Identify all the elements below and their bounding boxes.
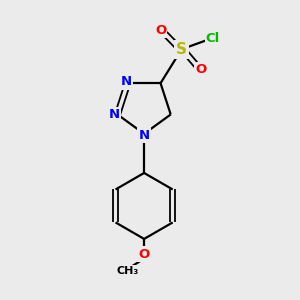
Text: O: O <box>139 248 150 261</box>
Text: N: N <box>109 108 120 121</box>
Text: N: N <box>139 129 150 142</box>
Text: O: O <box>195 64 206 76</box>
Text: CH₃: CH₃ <box>116 266 139 276</box>
Text: O: O <box>155 24 166 37</box>
Text: S: S <box>176 42 187 57</box>
Text: Cl: Cl <box>206 32 220 45</box>
Text: N: N <box>121 75 132 88</box>
